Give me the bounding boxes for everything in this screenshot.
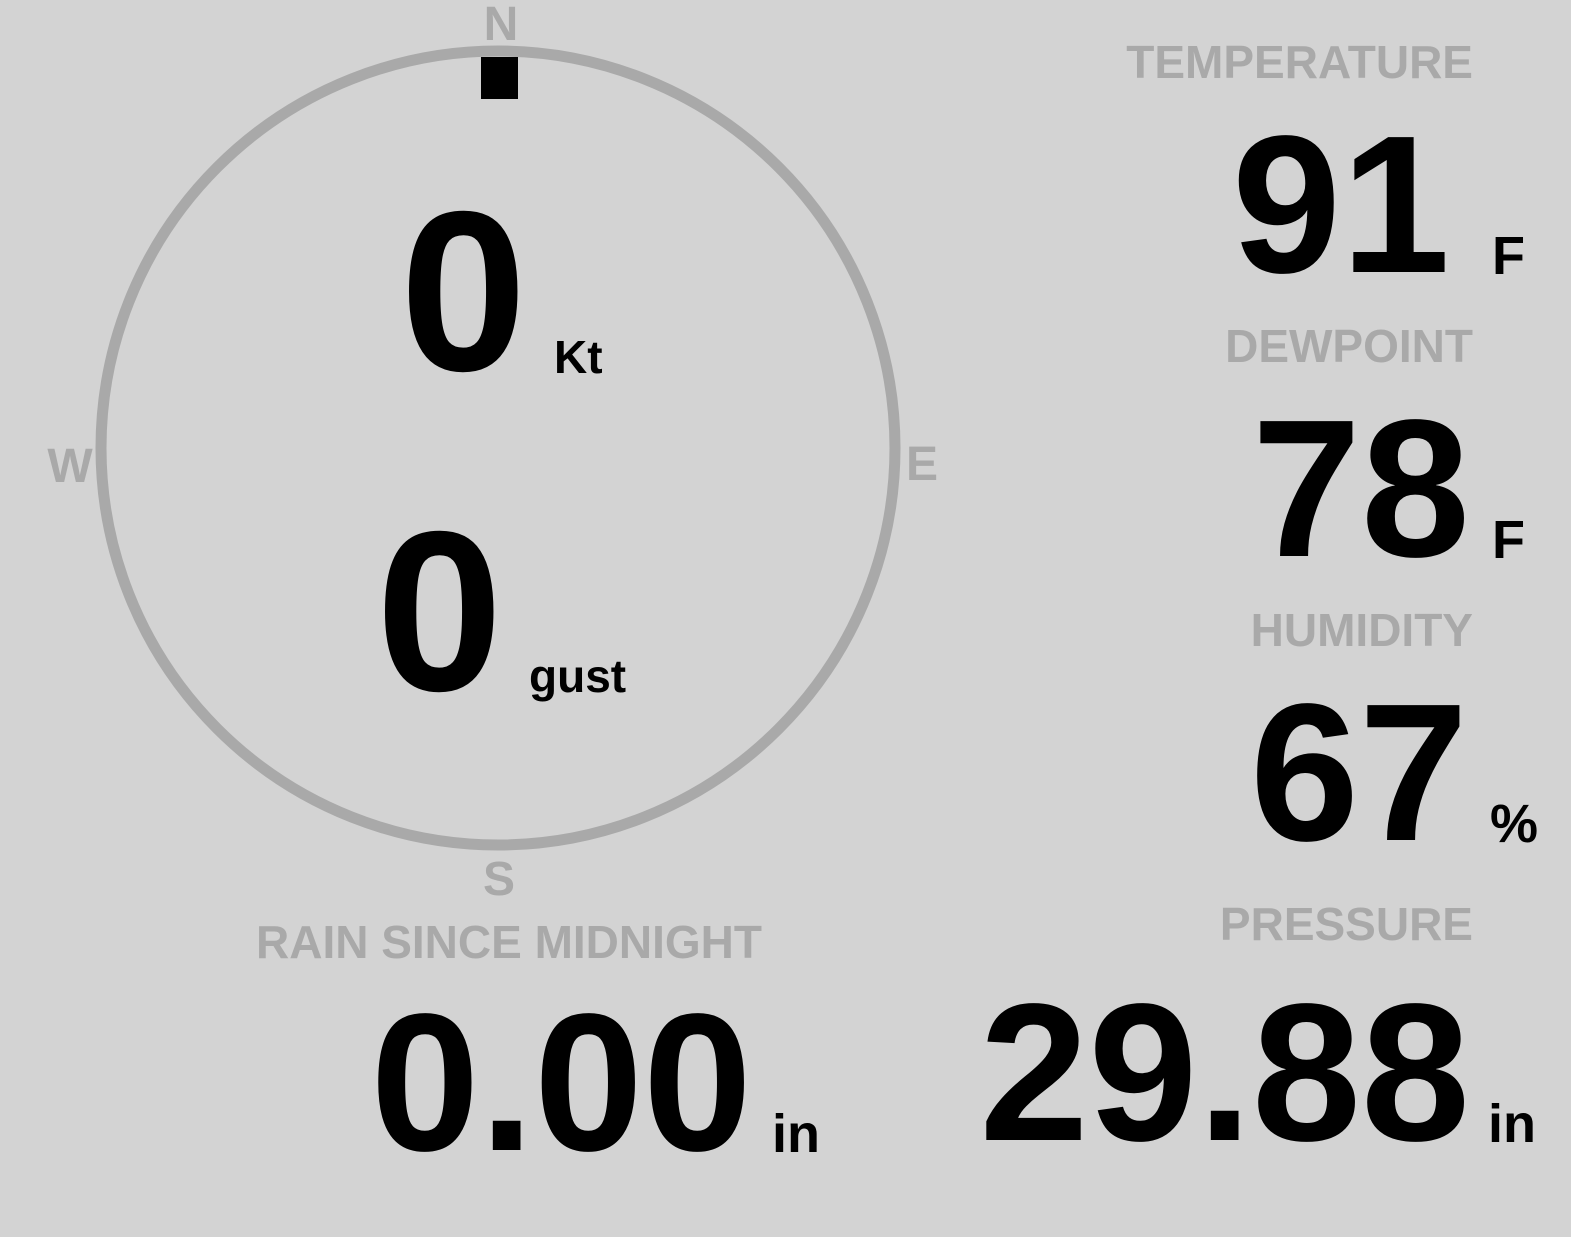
rain-unit: in <box>772 1104 820 1164</box>
pressure-reading: PRESSURE 29.88 in <box>980 898 1536 1182</box>
humidity-reading: HUMIDITY 67 % <box>1250 604 1538 882</box>
compass-east: E <box>906 438 938 491</box>
wind-direction-marker <box>481 57 518 99</box>
temperature-unit: F <box>1492 226 1525 286</box>
rain-reading: RAIN SINCE MIDNIGHT 0.00 in <box>256 916 820 1192</box>
humidity-label: HUMIDITY <box>1251 604 1473 656</box>
wind-gust-value: 0 <box>376 485 503 739</box>
pressure-value: 29.88 <box>980 963 1470 1182</box>
compass-north: N <box>484 0 519 51</box>
pressure-label: PRESSURE <box>1220 898 1473 950</box>
compass-ring <box>95 45 901 851</box>
wind-gust-unit: gust <box>529 650 626 702</box>
compass-south: S <box>483 853 515 906</box>
temperature-reading: TEMPERATURE 91 F <box>1126 36 1525 314</box>
compass-west: W <box>47 440 93 493</box>
wind-compass: N E S W 0 Kt 0 gust <box>47 0 938 906</box>
rain-value: 0.00 <box>371 973 752 1192</box>
temperature-label: TEMPERATURE <box>1126 36 1473 88</box>
pressure-unit: in <box>1488 1094 1536 1154</box>
dewpoint-label: DEWPOINT <box>1225 320 1473 372</box>
wind-speed-value: 0 <box>400 165 527 419</box>
humidity-value: 67 <box>1250 663 1468 882</box>
humidity-unit: % <box>1490 794 1538 854</box>
dewpoint-value: 78 <box>1252 379 1470 598</box>
dewpoint-unit: F <box>1492 510 1525 570</box>
wind-speed-unit: Kt <box>554 331 603 383</box>
dewpoint-reading: DEWPOINT 78 F <box>1225 320 1525 598</box>
temperature-value: 91 <box>1232 95 1450 314</box>
rain-label: RAIN SINCE MIDNIGHT <box>256 916 762 968</box>
